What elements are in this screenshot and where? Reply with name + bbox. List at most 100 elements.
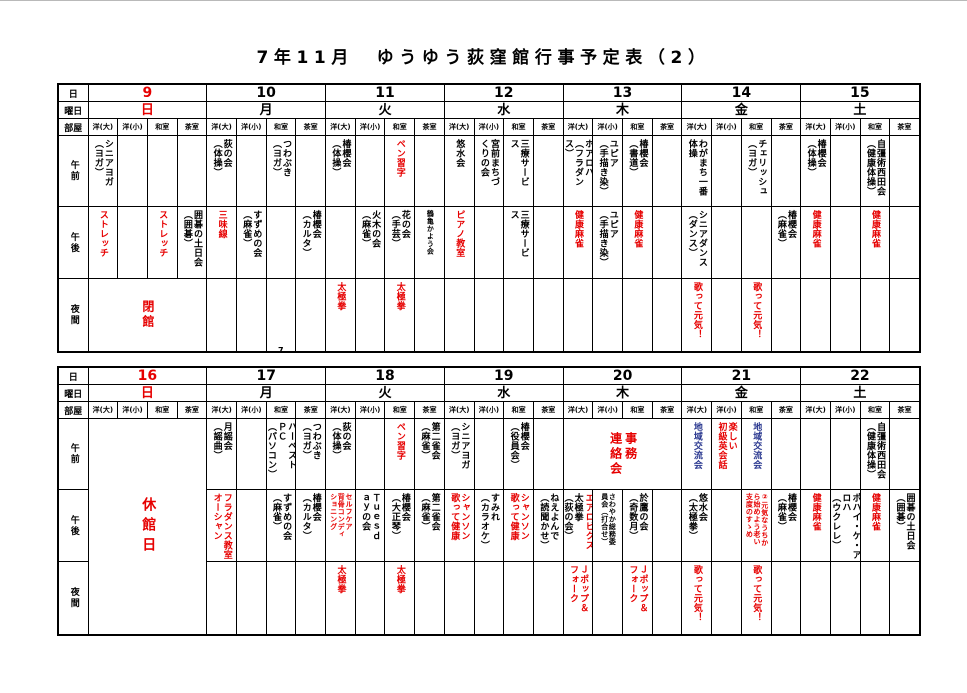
schedule-cell: シャンソン 歌って健康 <box>443 489 475 562</box>
weekday: 月 <box>206 384 327 402</box>
schedule-cell <box>651 278 683 353</box>
room-header: 和室 <box>622 401 653 419</box>
schedule-cell <box>265 206 297 279</box>
schedule-cell: ユピア （手描き染） <box>592 206 624 279</box>
room-header: 和室 <box>740 118 772 136</box>
schedule-cell <box>503 561 534 636</box>
schedule-cell: 椿櫻会 （体操） <box>325 135 356 207</box>
schedule-cell <box>800 278 831 353</box>
schedule-cell <box>829 418 861 490</box>
event-entry: ユピア （手描き染） <box>597 210 618 267</box>
room-header: 茶室 <box>651 118 683 136</box>
schedule-cell <box>206 561 237 636</box>
event-entry: シニアヨガ （ヨガ） <box>449 422 470 470</box>
room-header: 和室 <box>859 118 891 136</box>
schedule-cell <box>770 135 802 207</box>
room-header: 洋(大) <box>681 401 713 419</box>
event-entry: シニアヨガ （ヨガ） <box>92 139 113 187</box>
schedule-cell: ストレッチ <box>87 206 119 279</box>
closed-day-cell: 休館日 <box>87 418 208 636</box>
event-entry: チェリッシュ （ヨガ） <box>746 139 767 196</box>
event-entry: 第二雀会 （麻雀） <box>419 493 440 531</box>
day-number: 22 <box>800 366 921 385</box>
event-entry: 椿櫻会 （カルタ） <box>300 493 321 541</box>
weekday: 火 <box>325 101 445 119</box>
schedule-cell <box>117 206 148 279</box>
event-entry: 椿櫻会 （役員会） <box>508 422 529 470</box>
room-header: 茶室 <box>295 401 327 419</box>
schedule-cell <box>235 135 267 207</box>
schedule-cell <box>235 489 267 562</box>
schedule-cell <box>443 278 475 353</box>
row-label-room: 部屋 <box>57 118 89 136</box>
schedule-cell: 健康麻雀 <box>800 206 831 279</box>
event-entry: 地域交流会 <box>691 422 702 470</box>
room-header: 洋(大) <box>443 118 475 136</box>
schedule-cell <box>146 135 178 207</box>
schedule-cell <box>592 278 624 353</box>
row-label-period: 午後 <box>57 489 89 562</box>
row-label-day: 日 <box>57 83 89 102</box>
room-header: 洋(小) <box>473 401 505 419</box>
schedule-cell: すずめの会 （麻雀） <box>265 489 297 562</box>
schedule-cell <box>859 561 891 636</box>
room-header: 洋(小) <box>592 401 624 419</box>
room-header: 洋(大) <box>206 401 237 419</box>
day-number: 19 <box>443 366 564 385</box>
schedule-cell <box>325 206 356 279</box>
row-label-room: 部屋 <box>57 401 89 419</box>
event-entry: 椿櫻会 （カルタ） <box>300 210 321 258</box>
schedule-cell: 第二雀会 （麻雀） <box>414 489 445 562</box>
event-entry: 楽しい 初級英会話 <box>716 422 737 470</box>
event-entry: エアロビクス <box>583 493 593 550</box>
event-entry: 閉館 <box>140 300 155 330</box>
event-entry: シャンソン 歌って健康 <box>449 493 470 541</box>
schedule-cell: 椿櫻会 （麻雀） <box>770 206 802 279</box>
event-entry: シニアダンス （ダンス） <box>686 210 707 267</box>
event-entry: つわぶき （ヨガ） <box>270 139 292 177</box>
weekday: 水 <box>443 101 564 119</box>
schedule-cell: 椿櫻会 （体操） <box>800 135 831 207</box>
schedule-cell: ハーベスト ＰＣ （パソコン） <box>265 418 297 490</box>
room-header: 茶室 <box>295 118 327 136</box>
schedule-cell <box>770 418 802 490</box>
schedule-cell <box>206 278 237 353</box>
schedule-cell <box>770 561 802 636</box>
schedule-cell: ペン習字 <box>384 135 416 207</box>
schedule-cell: 太極拳 <box>384 278 416 353</box>
schedule-cell <box>829 206 861 279</box>
schedule-cell <box>711 278 742 353</box>
schedule-cell: 健康麻雀 <box>562 206 594 279</box>
event-entry: フラダンス教室 オーシャン <box>211 493 232 560</box>
room-header: 洋(大) <box>325 401 356 419</box>
schedule-cell <box>295 135 327 207</box>
event-entry: 椿櫻会 （大正琴） <box>389 493 410 541</box>
schedule-cell: 三味線 <box>206 206 237 279</box>
room-header: 茶室 <box>176 118 208 136</box>
schedule-cell: チェリッシュ （ヨガ） <box>740 135 772 207</box>
room-header: 洋(小) <box>354 401 386 419</box>
event-entry: 椿櫻会 （麻雀） <box>775 493 796 531</box>
schedule-cell <box>354 561 386 636</box>
event-entry: セルフケア 背骨コンディ ショニング <box>329 493 353 538</box>
schedule-cell <box>651 206 683 279</box>
schedule-cell: 月謡会 （謡曲） <box>206 418 237 490</box>
schedule-cell <box>265 278 297 353</box>
schedule-cell: フラダンス教室 オーシャン <box>206 489 237 562</box>
event-entry: 椿櫻会 （体操） <box>805 139 826 177</box>
schedule-cell: 悠水会 <box>443 135 475 207</box>
period-label: 夜間 <box>68 587 79 609</box>
event-entry: ホアロハ （フラダン ス） <box>563 139 593 187</box>
schedule-cell <box>295 278 327 353</box>
schedule-cell <box>651 135 683 207</box>
schedule-cell: シニアヨガ （ヨガ） <box>87 135 119 207</box>
event-entry: 悠水会 <box>454 139 465 168</box>
room-header: 洋(小) <box>117 401 148 419</box>
event-entry: 太極拳 （荻の会） <box>563 493 583 541</box>
event-entry: ユピア （手描き染） <box>597 139 618 196</box>
room-header: 洋(大) <box>443 401 475 419</box>
schedule-cell <box>889 278 921 353</box>
schedule-cell <box>592 561 624 636</box>
day-number: 18 <box>325 366 445 385</box>
room-header: 洋(大) <box>87 118 119 136</box>
